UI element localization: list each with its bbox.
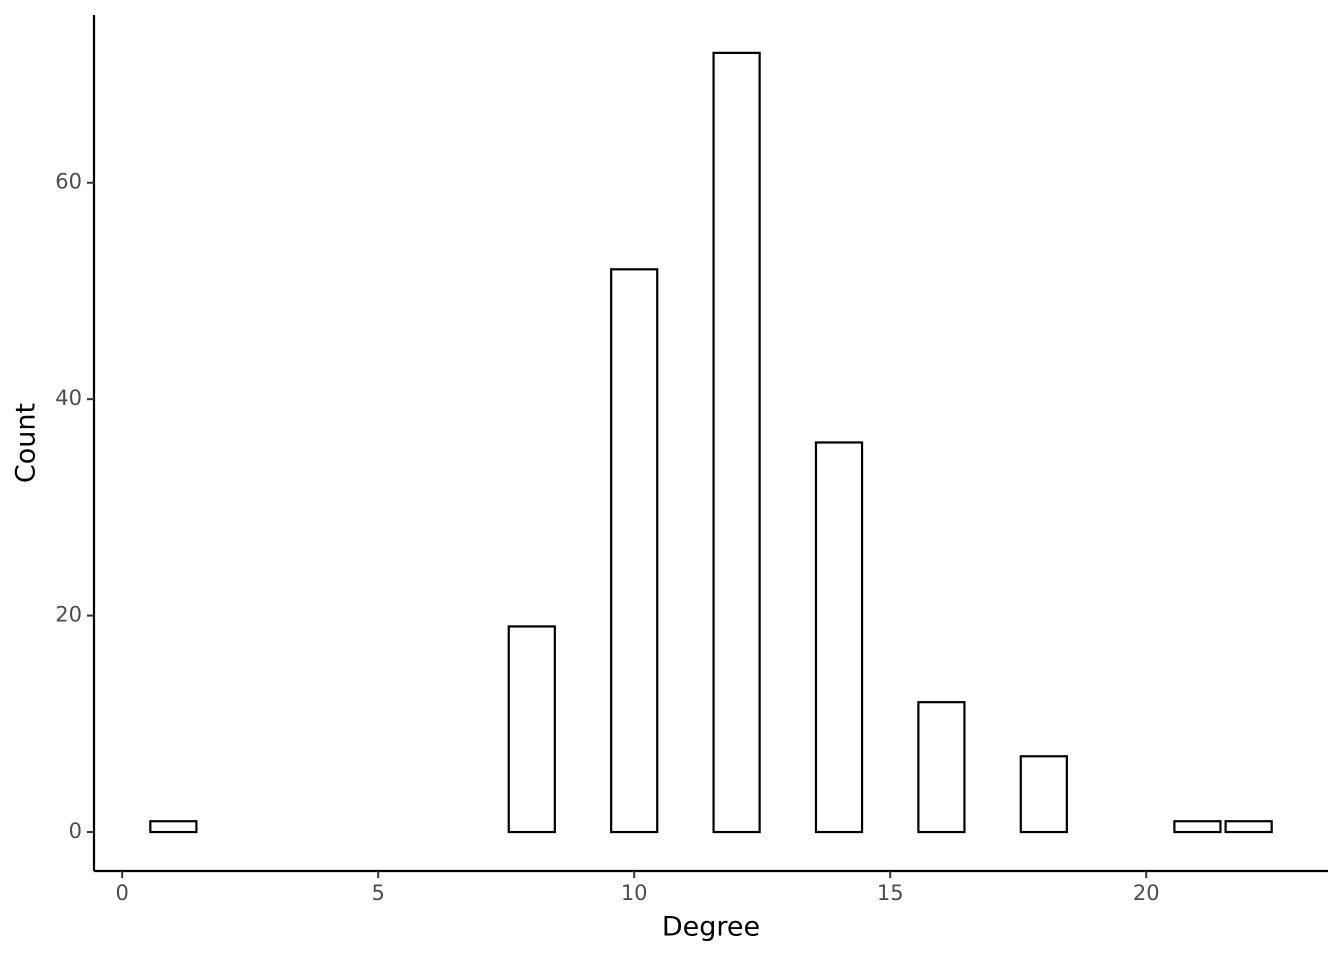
bar: [507, 625, 556, 834]
bar: [1224, 820, 1273, 834]
y-tick-label: 20: [55, 603, 82, 627]
bar: [1173, 820, 1222, 834]
x-tick-label: 5: [371, 881, 384, 905]
y-tick-label: 40: [55, 386, 82, 410]
y-axis-title: Count: [11, 403, 42, 483]
bar: [1019, 755, 1068, 834]
bar: [610, 268, 659, 834]
x-tick-label: 10: [621, 881, 648, 905]
bar: [917, 701, 966, 834]
y-tick-label: 60: [55, 170, 82, 194]
bar: [814, 441, 864, 834]
x-tick-label: 20: [1133, 881, 1160, 905]
y-tick-label: 0: [69, 819, 82, 843]
x-tick-label: 15: [877, 881, 904, 905]
x-tick-label: 0: [115, 881, 128, 905]
bar: [712, 51, 761, 834]
bar: [149, 820, 198, 834]
x-axis-title: Degree: [662, 912, 760, 943]
